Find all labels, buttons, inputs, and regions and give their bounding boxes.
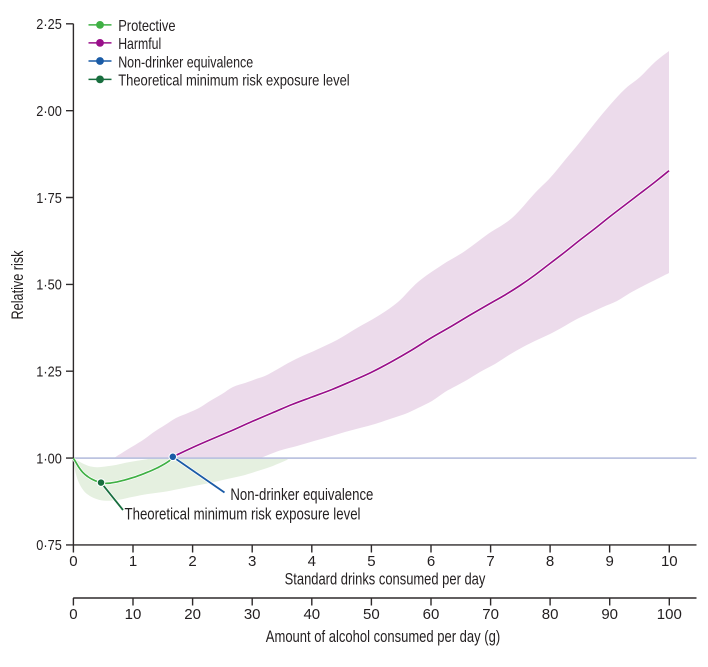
svg-text:Standard drinks consumed per d: Standard drinks consumed per day — [285, 570, 486, 589]
svg-text:50: 50 — [363, 606, 380, 623]
svg-text:2·00: 2·00 — [36, 103, 62, 120]
svg-text:Harmful: Harmful — [118, 36, 161, 53]
svg-text:10: 10 — [125, 606, 142, 623]
svg-text:2: 2 — [188, 553, 196, 570]
svg-text:20: 20 — [184, 606, 201, 623]
svg-text:5: 5 — [367, 553, 375, 570]
svg-text:8: 8 — [546, 553, 554, 570]
svg-text:2·25: 2·25 — [36, 16, 62, 33]
svg-text:0: 0 — [69, 606, 77, 623]
svg-text:Protective: Protective — [118, 18, 175, 35]
svg-text:10: 10 — [661, 553, 678, 570]
svg-text:Amount of alcohol consumed per: Amount of alcohol consumed per day (g) — [266, 627, 500, 646]
svg-text:80: 80 — [542, 606, 559, 623]
svg-text:1: 1 — [129, 553, 137, 570]
svg-text:9: 9 — [606, 553, 614, 570]
svg-text:1·25: 1·25 — [36, 364, 62, 381]
svg-text:40: 40 — [303, 606, 320, 623]
svg-text:Theoretical minimum risk expos: Theoretical minimum risk exposure level — [125, 505, 361, 524]
svg-text:90: 90 — [601, 606, 618, 623]
svg-text:1·00: 1·00 — [36, 450, 62, 467]
svg-text:4: 4 — [308, 553, 316, 570]
svg-text:0·75: 0·75 — [36, 537, 62, 554]
svg-text:Theoretical minimum risk expos: Theoretical minimum risk exposure level — [118, 73, 350, 90]
svg-text:30: 30 — [244, 606, 261, 623]
svg-text:1·50: 1·50 — [36, 277, 62, 294]
svg-text:6: 6 — [427, 553, 435, 570]
svg-text:3: 3 — [248, 553, 256, 570]
svg-text:Non-drinker equivalence: Non-drinker equivalence — [118, 54, 253, 71]
svg-text:Non-drinker equivalence: Non-drinker equivalence — [230, 485, 373, 504]
svg-text:100: 100 — [657, 606, 682, 623]
svg-text:0: 0 — [69, 553, 77, 570]
svg-text:Relative risk: Relative risk — [8, 250, 27, 319]
svg-text:70: 70 — [482, 606, 499, 623]
svg-text:60: 60 — [423, 606, 440, 623]
svg-text:1·75: 1·75 — [36, 190, 62, 207]
svg-text:7: 7 — [486, 553, 494, 570]
